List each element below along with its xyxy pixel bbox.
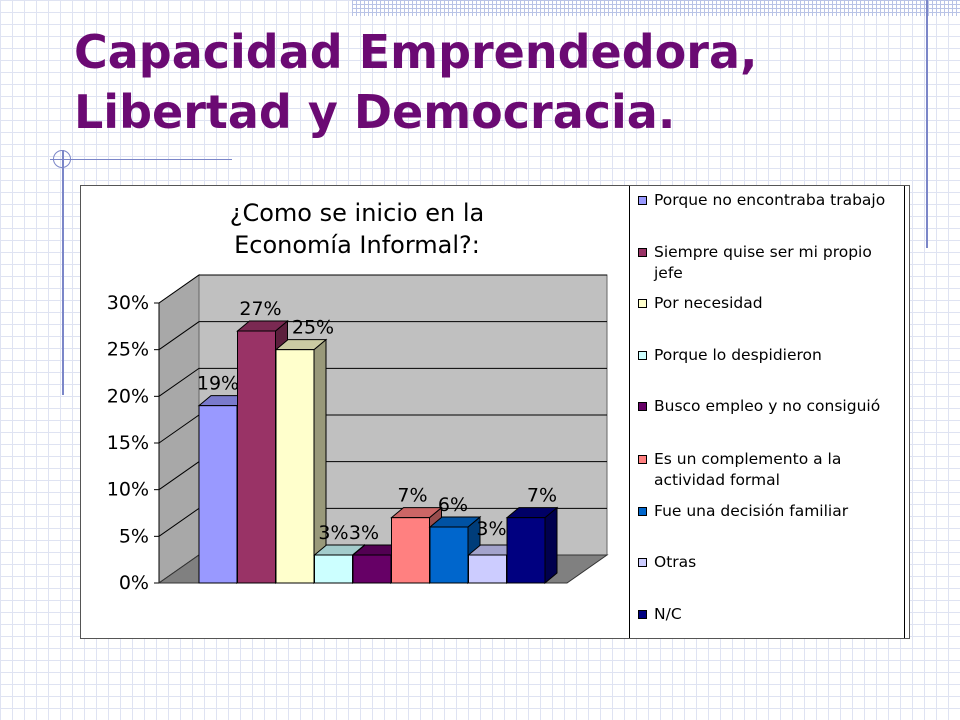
- bar-4: [314, 554, 353, 584]
- bar-5: [352, 554, 392, 584]
- slide-title-line2: Libertad y Democracia.: [74, 85, 676, 139]
- y-tick-label: 15%: [107, 432, 149, 454]
- legend-swatch: [638, 507, 647, 516]
- legend-item: Porque lo despidieron: [638, 345, 904, 366]
- decorative-horizontal-line: [50, 159, 232, 160]
- data-label-4: 3%: [318, 522, 348, 544]
- slide-title-line1: Capacidad Emprendedora,: [74, 25, 758, 79]
- slide-title: Capacidad Emprendedora, Libertad y Democ…: [74, 22, 894, 142]
- legend-label: Porque lo despidieron: [654, 346, 822, 364]
- legend-item: N/C: [638, 604, 904, 625]
- legend-label: Es un complemento a la actividad formal: [654, 450, 842, 489]
- bar-8: [468, 554, 507, 584]
- gridline: [158, 367, 607, 397]
- legend-swatch: [638, 455, 647, 464]
- y-tick-label: 20%: [107, 385, 149, 407]
- y-tick-label: 0%: [119, 572, 149, 594]
- data-label-2: 27%: [239, 298, 281, 320]
- data-label-7: 6%: [438, 494, 468, 516]
- legend-item: Otras: [638, 552, 904, 573]
- legend-swatch: [638, 248, 647, 257]
- y-tick-label: 10%: [107, 479, 149, 501]
- legend-swatch: [638, 402, 647, 411]
- legend-label: Porque no encontraba trabajo: [654, 191, 886, 209]
- legend-label: Busco empleo y no consiguió: [654, 397, 881, 415]
- data-label-1: 19%: [197, 373, 239, 395]
- gridline: [158, 321, 607, 351]
- legend-swatch: [638, 558, 647, 567]
- gridline: [158, 274, 607, 304]
- y-tick-label: 5%: [119, 525, 149, 547]
- bar-9: [506, 517, 546, 584]
- legend-label: Siempre quise ser mi propio jefe: [654, 243, 872, 282]
- chart-frame: 0% 5% 10% 15% 20% 25% 30% 19% 27% 25% 3% 3% 7% 6% 3% 7%…: [80, 185, 910, 639]
- legend-label: Otras: [654, 553, 697, 571]
- legend-label: N/C: [654, 605, 682, 623]
- bar-2: [237, 330, 276, 584]
- bar-chart: 0%5%10%15%20%25%30%19%27%25%3% 3%7% 6%3%7%…: [107, 199, 609, 594]
- legend-swatch: [638, 351, 647, 360]
- decorative-right-line: [926, 0, 928, 248]
- bar-side-9: [544, 506, 558, 585]
- bar-7: [429, 526, 469, 584]
- data-label-8: 3%: [476, 518, 506, 540]
- top-decorative-band: [352, 0, 960, 16]
- decorative-vertical-line: [62, 150, 64, 395]
- chart-title-line-2: Economía Informal?:: [234, 231, 480, 259]
- legend-swatch: [638, 299, 647, 308]
- bar-1: [198, 405, 238, 584]
- chart-title-line-1: ¿Como se inicio en la: [230, 199, 484, 227]
- y-tick-label: 30%: [107, 292, 149, 314]
- legend-item: Siempre quise ser mi propio jefe: [638, 242, 904, 284]
- legend-item: Porque no encontraba trabajo: [638, 190, 904, 211]
- legend-item: Fue una decisión familiar: [638, 501, 904, 522]
- legend-item: Busco empleo y no consiguió: [638, 396, 904, 417]
- bar-3: [275, 349, 315, 584]
- data-label-5: 3%: [349, 522, 379, 544]
- data-label-3: 25%: [292, 317, 334, 339]
- legend-label: Fue una decisión familiar: [654, 502, 849, 520]
- legend-item: Por necesidad: [638, 293, 904, 314]
- legend-item: Es un complemento a la actividad formal: [638, 449, 904, 491]
- data-label-9: 7%: [527, 485, 557, 507]
- y-tick-label: 25%: [107, 339, 149, 361]
- chart-legend: Porque no encontraba trabajo Siempre quis…: [629, 186, 905, 638]
- legend-swatch: [638, 610, 647, 619]
- legend-label: Por necesidad: [654, 294, 763, 312]
- bar-6: [391, 517, 430, 584]
- decorative-ring: [53, 150, 71, 168]
- legend-swatch: [638, 196, 647, 205]
- data-label-6: 7%: [397, 485, 427, 507]
